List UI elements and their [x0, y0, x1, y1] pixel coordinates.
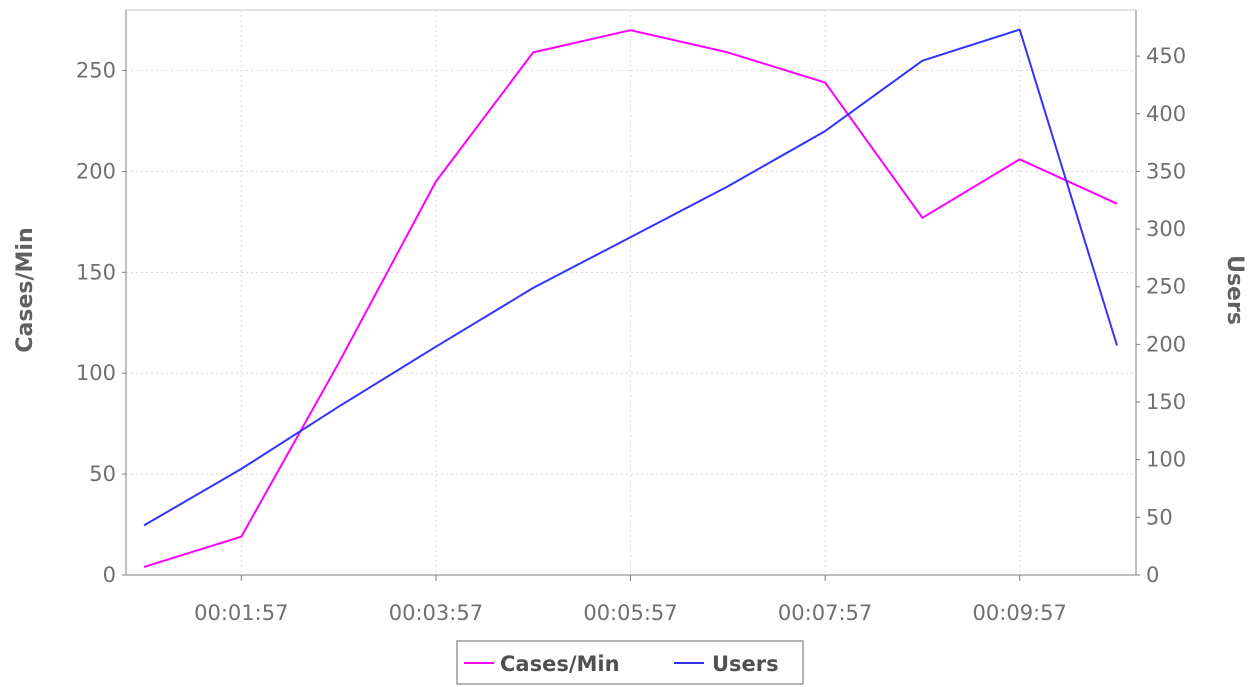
legend-label-cases-min: Cases/Min [500, 652, 620, 676]
y2-axis-title: Users [1222, 255, 1247, 325]
y2-tick-label: 0 [1146, 563, 1159, 587]
tick-labels: 0 50 100 150 200 250 0 50 100 150 200 250 300 350 400 4… [76, 44, 1186, 625]
y2-tick-label: 50 [1146, 505, 1173, 529]
legend: Cases/Min Users [456, 640, 804, 685]
y-tick-label: 100 [76, 361, 116, 385]
y2-tick-label: 250 [1146, 275, 1186, 299]
x-tick-label: 00:09:57 [973, 601, 1067, 625]
y2-tick-label: 450 [1146, 44, 1186, 68]
grid-lines [126, 10, 1136, 575]
y2-tick-label: 200 [1146, 332, 1186, 356]
series-line-cases-min [143, 29, 1118, 568]
y2-tick-label: 400 [1146, 102, 1186, 126]
y2-tick-label: 100 [1146, 448, 1186, 472]
x-tick-label: 00:05:57 [583, 601, 677, 625]
y-tick-label: 150 [76, 260, 116, 284]
y-tick-label: 250 [76, 59, 116, 83]
series-lines [143, 28, 1118, 568]
x-tick-label: 00:01:57 [194, 601, 288, 625]
y2-tick-label: 300 [1146, 217, 1186, 241]
x-tick-label: 00:03:57 [389, 601, 483, 625]
series-line-users [143, 28, 1118, 527]
legend-box [456, 640, 804, 685]
x-tick-label: 00:07:57 [778, 601, 872, 625]
y-tick-label: 50 [89, 462, 116, 486]
y2-tick-label: 150 [1146, 390, 1186, 414]
legend-label-users: Users [712, 652, 779, 676]
y-tick-label: 200 [76, 159, 116, 183]
y-axis-title: Cases/Min [13, 227, 38, 352]
axes [122, 10, 1140, 581]
y2-tick-label: 350 [1146, 159, 1186, 183]
y-tick-label: 0 [103, 563, 116, 587]
